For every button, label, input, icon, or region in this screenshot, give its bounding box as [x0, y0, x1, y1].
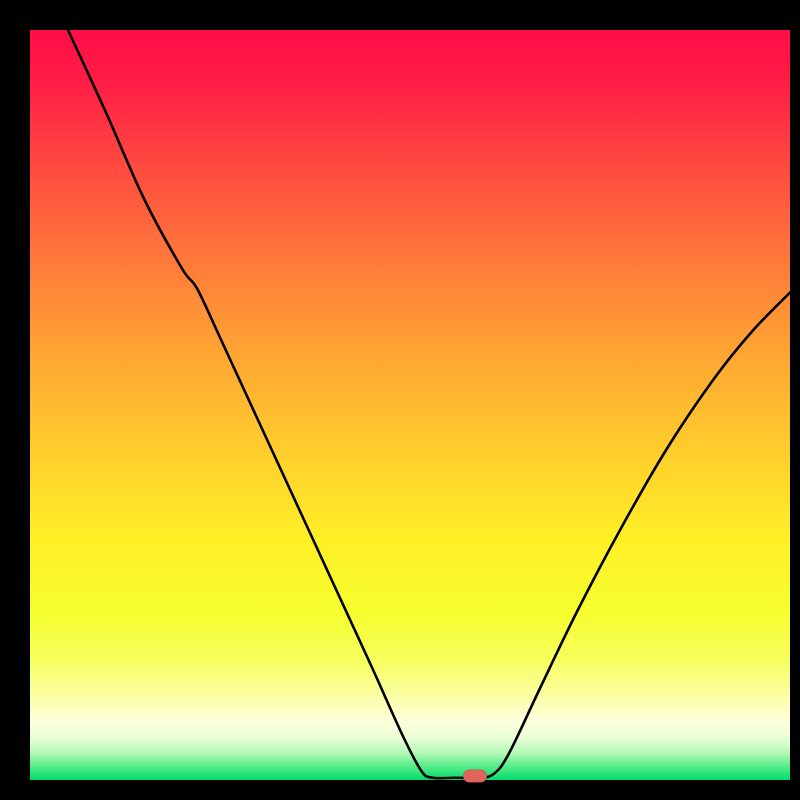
optimal-point-marker: [463, 769, 487, 782]
plot-area: [30, 30, 790, 780]
marker-shape: [463, 769, 487, 782]
gradient-background: [30, 30, 790, 780]
marker-svg: [463, 769, 487, 782]
chart-svg: [30, 30, 790, 780]
